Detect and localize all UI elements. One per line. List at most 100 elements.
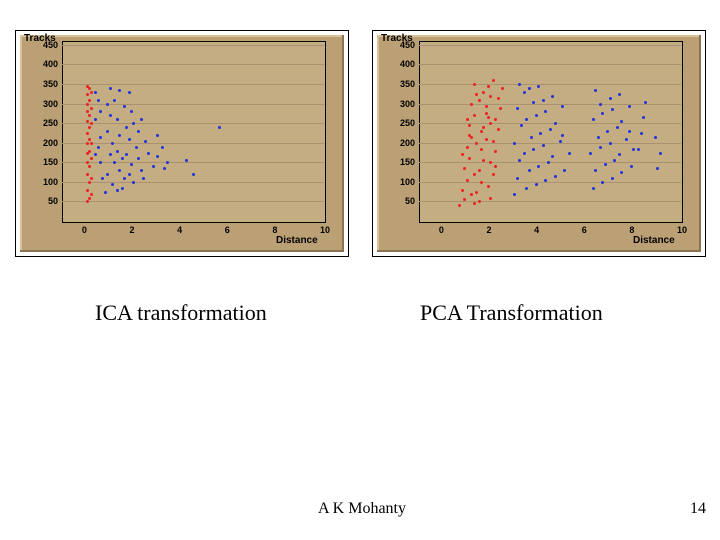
data-point — [88, 126, 91, 129]
gridline-y — [62, 182, 324, 183]
left-chart-panel: Tracks Distance 501001502002503003504004… — [15, 30, 349, 257]
data-point — [535, 183, 538, 186]
data-point — [640, 132, 643, 135]
data-point — [530, 136, 533, 139]
data-point — [487, 185, 490, 188]
data-point — [88, 165, 91, 168]
data-point — [492, 79, 495, 82]
data-point — [611, 177, 614, 180]
gridline-y — [62, 201, 324, 202]
data-point — [128, 173, 131, 176]
y-tick-label: 250 — [400, 118, 415, 128]
y-tick-label: 300 — [400, 99, 415, 109]
gridline-y — [62, 64, 324, 65]
y-tick-label: 200 — [400, 138, 415, 148]
gridline-y — [62, 45, 324, 46]
data-point — [90, 142, 93, 145]
data-point — [599, 103, 602, 106]
y-tick-label: 300 — [43, 99, 58, 109]
right-chart-panel: Tracks Distance 501001502002503003504004… — [372, 30, 706, 257]
y-tick-label: 400 — [400, 59, 415, 69]
data-point — [561, 105, 564, 108]
data-point — [111, 183, 114, 186]
gridline-y — [62, 143, 324, 144]
y-tick-label: 450 — [400, 40, 415, 50]
right-x-axis-label: Distance — [633, 235, 675, 246]
data-point — [97, 146, 100, 149]
data-point — [494, 150, 497, 153]
footer-author: A K Mohanty — [318, 500, 406, 518]
data-point — [106, 103, 109, 106]
data-point — [116, 150, 119, 153]
x-tick-label: 8 — [629, 225, 634, 235]
data-point — [554, 175, 557, 178]
y-tick-label: 150 — [43, 157, 58, 167]
data-point — [597, 136, 600, 139]
data-point — [659, 152, 662, 155]
data-point — [609, 97, 612, 100]
right-plot-area — [419, 41, 683, 223]
data-point — [128, 91, 131, 94]
data-point — [90, 193, 93, 196]
gridline-y — [419, 182, 681, 183]
x-tick-label: 10 — [677, 225, 687, 235]
data-point — [525, 187, 528, 190]
data-point — [554, 122, 557, 125]
data-point — [475, 93, 478, 96]
y-tick-label: 100 — [43, 177, 58, 187]
data-point — [497, 97, 500, 100]
data-point — [466, 146, 469, 149]
data-point — [480, 148, 483, 151]
data-point — [142, 177, 145, 180]
x-tick-label: 0 — [439, 225, 444, 235]
data-point — [88, 99, 91, 102]
data-point — [135, 146, 138, 149]
gridline-y — [419, 123, 681, 124]
data-point — [90, 122, 93, 125]
data-point — [528, 169, 531, 172]
left-x-axis-label: Distance — [276, 235, 318, 246]
data-point — [88, 138, 91, 141]
data-point — [88, 150, 91, 153]
data-point — [475, 191, 478, 194]
gridline-y — [419, 84, 681, 85]
data-point — [90, 177, 93, 180]
gridline-y — [419, 143, 681, 144]
data-point — [523, 91, 526, 94]
gridline-y — [62, 104, 324, 105]
data-point — [461, 189, 464, 192]
left-plot-area — [62, 41, 326, 223]
data-point — [90, 91, 93, 94]
y-tick-label: 50 — [405, 196, 415, 206]
gridline-y — [62, 84, 324, 85]
data-point — [140, 118, 143, 121]
data-point — [88, 197, 91, 200]
data-point — [123, 105, 126, 108]
x-tick-label: 2 — [486, 225, 491, 235]
y-tick-label: 350 — [43, 79, 58, 89]
data-point — [128, 138, 131, 141]
x-tick-label: 6 — [582, 225, 587, 235]
data-point — [644, 101, 647, 104]
data-point — [109, 87, 112, 90]
data-point — [528, 87, 531, 90]
data-point — [466, 179, 469, 182]
data-point — [561, 134, 564, 137]
data-point — [628, 105, 631, 108]
gridline-y — [419, 64, 681, 65]
data-point — [473, 173, 476, 176]
x-tick-label: 4 — [534, 225, 539, 235]
x-tick-label: 10 — [320, 225, 330, 235]
gridline-y — [419, 201, 681, 202]
gridline-y — [419, 162, 681, 163]
y-tick-label: 200 — [43, 138, 58, 148]
data-point — [592, 187, 595, 190]
y-tick-label: 50 — [48, 196, 58, 206]
data-point — [147, 152, 150, 155]
gridline-y — [419, 45, 681, 46]
data-point — [86, 132, 89, 135]
x-tick-label: 6 — [225, 225, 230, 235]
data-point — [466, 118, 469, 121]
data-point — [88, 181, 91, 184]
data-point — [492, 173, 495, 176]
